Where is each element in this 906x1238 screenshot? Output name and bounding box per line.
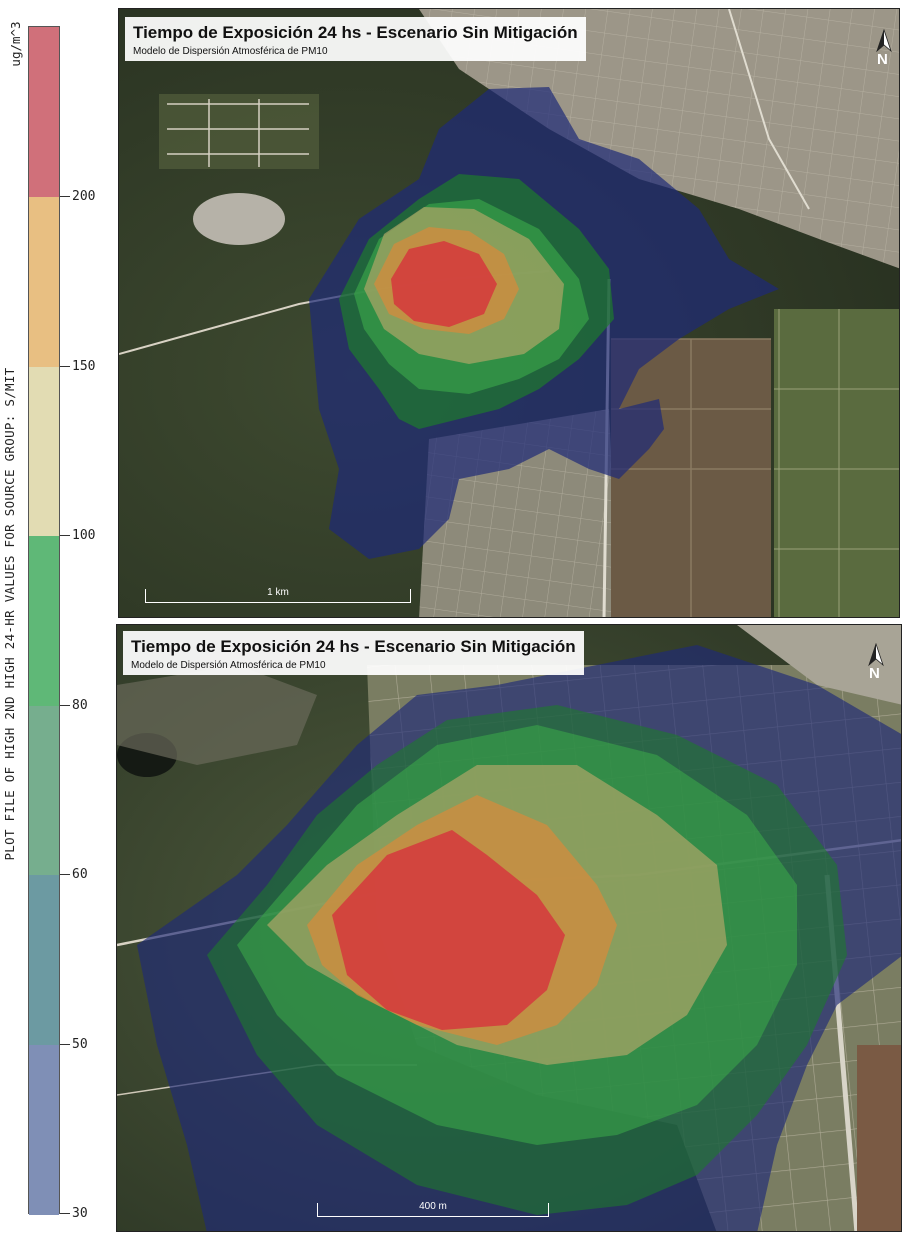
map-title: Tiempo de Exposición 24 hs - Escenario S…	[133, 23, 578, 42]
scale-bar: 400 m	[317, 1201, 549, 1217]
dispersion-map-detail[interactable]: Tiempo de Exposición 24 hs - Escenario S…	[116, 624, 902, 1232]
scale-label: 1 km	[267, 587, 289, 598]
legend-unit: ug/m^3	[8, 21, 23, 67]
field-brown	[857, 1045, 901, 1231]
legend-tick	[60, 535, 70, 536]
legend-segment-80-100	[29, 536, 59, 706]
contour-200	[391, 241, 497, 327]
legend-tick-label: 100	[72, 528, 96, 543]
north-arrow: N	[867, 643, 885, 685]
legend-segment-30-50	[29, 1045, 59, 1215]
north-arrow-icon	[868, 643, 884, 667]
legend-tick	[60, 1044, 70, 1045]
legend-segment-100-150	[29, 367, 59, 536]
map-subtitle: Modelo de Dispersión Atmosférica de PM10	[131, 660, 326, 671]
legend-segment-150-200	[29, 197, 59, 367]
legend-tick-label: 50	[72, 1037, 88, 1052]
legend-tick	[60, 1213, 70, 1214]
legend-segment-60-80	[29, 706, 59, 875]
legend-tick-label: 150	[72, 359, 96, 374]
map-title-box: Tiempo de Exposición 24 hs - Escenario S…	[123, 631, 584, 675]
north-label: N	[869, 665, 880, 682]
scale-label: 400 m	[419, 1201, 447, 1212]
legend-tick-label: 80	[72, 698, 88, 713]
contour-200	[332, 830, 565, 1030]
map-subtitle: Modelo de Dispersión Atmosférica de PM10	[133, 46, 328, 57]
map-title-box: Tiempo de Exposición 24 hs - Escenario S…	[125, 17, 586, 61]
concentration-legend: PLOT FILE OF HIGH 2ND HIGH 24-HR VALUES …	[0, 0, 116, 1238]
legend-color-bar	[28, 26, 60, 1215]
quarry	[193, 193, 285, 245]
north-label: N	[877, 51, 888, 68]
map-detail-canvas	[117, 625, 901, 1231]
north-arrow: N	[875, 29, 893, 71]
legend-segment-50-60	[29, 875, 59, 1045]
field-green	[774, 309, 899, 617]
legend-tick	[60, 705, 70, 706]
legend-segment-above-200	[29, 27, 59, 197]
map-title: Tiempo de Exposición 24 hs - Escenario S…	[131, 637, 576, 656]
compound-nw	[159, 94, 319, 169]
map-overview-canvas	[119, 9, 899, 617]
legend-tick-label: 200	[72, 189, 96, 204]
legend-tick	[60, 196, 70, 197]
legend-tick	[60, 366, 70, 367]
legend-axis-title: PLOT FILE OF HIGH 2ND HIGH 24-HR VALUES …	[2, 367, 17, 861]
legend-tick	[60, 874, 70, 875]
legend-tick-label: 60	[72, 867, 88, 882]
legend-tick-label: 30	[72, 1206, 88, 1221]
dispersion-map-overview[interactable]: Tiempo de Exposición 24 hs - Escenario S…	[118, 8, 900, 618]
scale-bar: 1 km	[145, 587, 411, 603]
north-arrow-icon	[876, 29, 892, 53]
